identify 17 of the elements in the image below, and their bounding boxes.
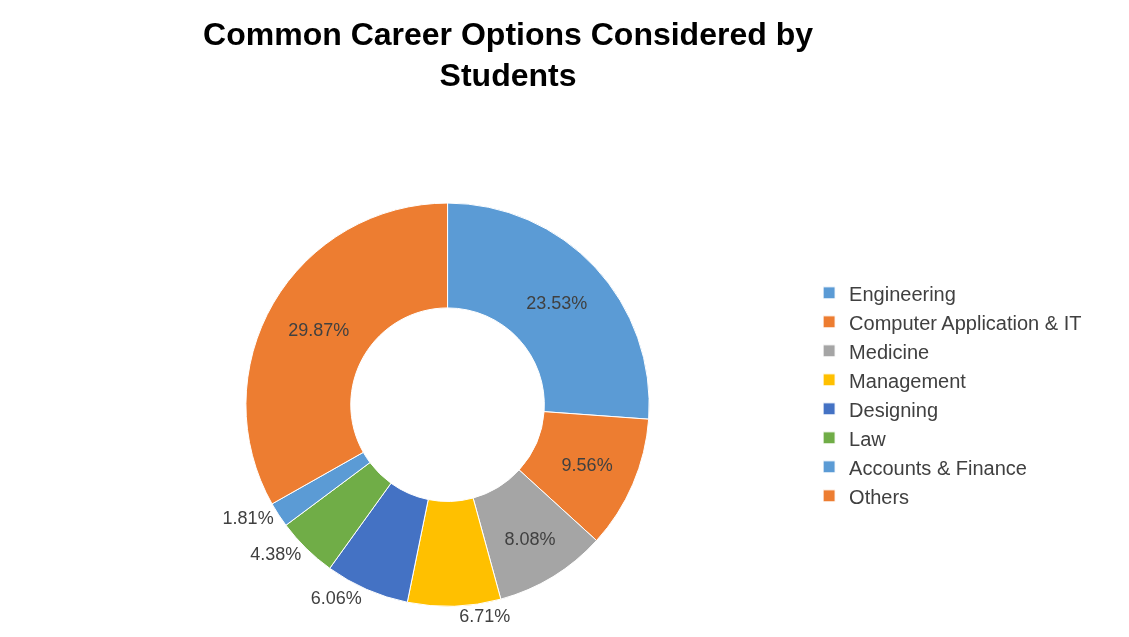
legend-label: Law: [849, 427, 887, 450]
legend-label: Management: [849, 369, 967, 392]
legend-label: Accounts & Finance: [849, 456, 1027, 479]
legend-label: Medicine: [849, 340, 930, 363]
data-label: 6.71%: [459, 606, 511, 627]
chart-title: Common Career Options Considered by Students: [203, 15, 814, 94]
data-label: 6.06%: [310, 587, 362, 608]
data-label: 29.87%: [288, 319, 350, 340]
legend-label: Computer Application & IT: [849, 311, 1082, 334]
legend-label: Engineering: [849, 282, 956, 305]
legend-label: Others: [849, 485, 910, 508]
legend-label: Designing: [849, 398, 939, 421]
data-label: 1.81%: [222, 507, 274, 528]
data-label: 8.08%: [504, 529, 556, 550]
data-label: 4.38%: [250, 543, 302, 564]
data-label: 23.53%: [526, 293, 588, 314]
data-label: 9.56%: [561, 454, 613, 475]
